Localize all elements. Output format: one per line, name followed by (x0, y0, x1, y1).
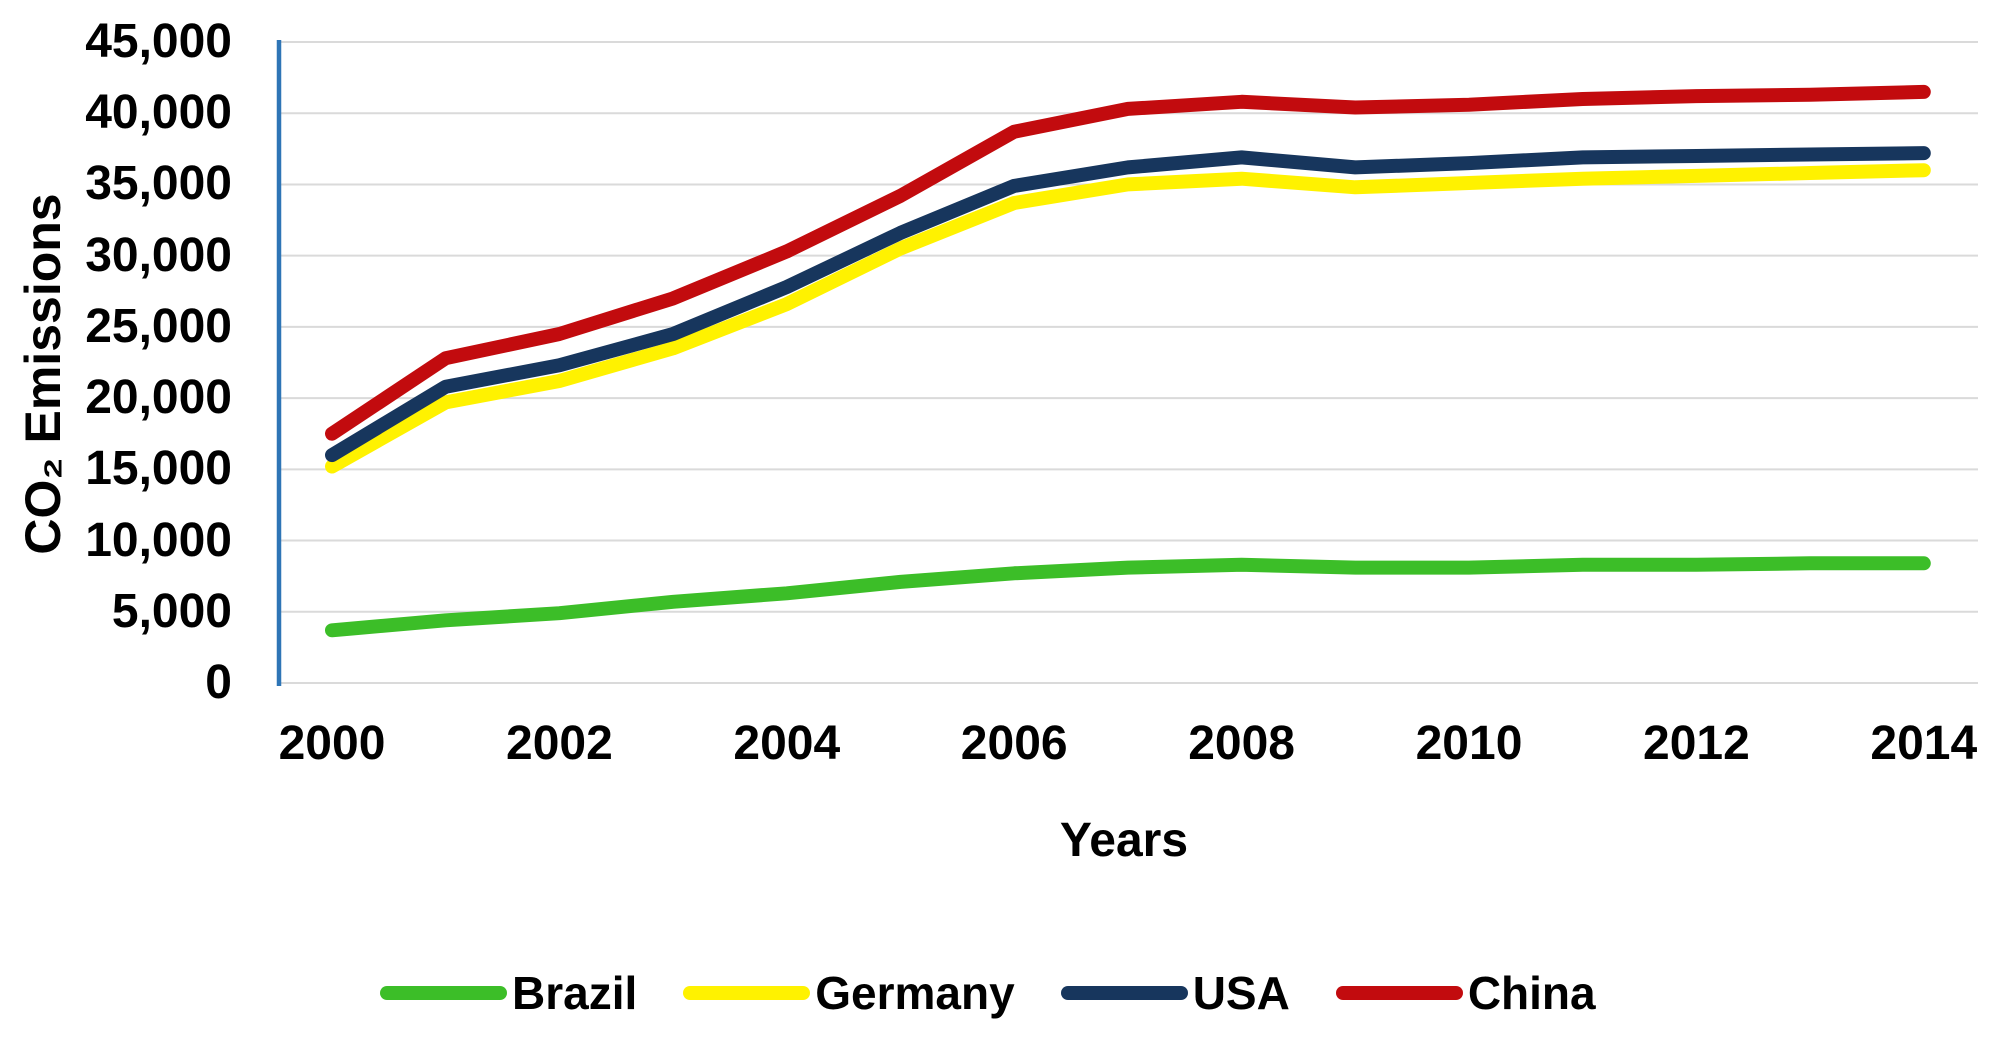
x-axis-title: Years (1059, 814, 1189, 867)
x-tick-label: 2012 (1643, 717, 1750, 770)
y-tick-label: 45,000 (85, 15, 232, 68)
series-line-germany (325, 163, 1931, 474)
legend: Brazil Germany USA China (380, 964, 1596, 1022)
legend-item-germany: Germany (683, 964, 1015, 1022)
y-tick-label: 0 (205, 656, 232, 709)
legend-swatch-usa (1060, 986, 1188, 1000)
y-tick-label: 20,000 (85, 371, 232, 425)
legend-swatch-china (1335, 986, 1463, 1000)
legend-item-china: China (1335, 964, 1596, 1022)
x-tick-label: 2006 (960, 717, 1068, 770)
x-tick-label: 2008 (1188, 717, 1295, 770)
legend-item-usa: USA (1060, 964, 1290, 1022)
series-line-brazil (325, 556, 1931, 638)
series-line-usa (325, 146, 1931, 463)
y-tick-label: 10,000 (85, 513, 232, 567)
legend-swatch-germany (683, 986, 811, 1000)
y-tick-label: 35,000 (85, 157, 232, 211)
y-tick-label: 30,000 (85, 228, 232, 282)
y-tick-label: 5,000 (111, 584, 232, 638)
x-tick-label: 2004 (733, 717, 841, 770)
x-tick-label: 2002 (506, 717, 613, 770)
x-tick-label: 2000 (278, 717, 386, 770)
legend-label: Germany (815, 967, 1015, 1019)
x-tick-label: 2014 (1870, 717, 1978, 770)
legend-item-brazil: Brazil (380, 964, 637, 1022)
legend-label: Brazil (512, 967, 638, 1019)
y-tick-label: 25,000 (85, 299, 232, 353)
x-tick-label: 2010 (1415, 717, 1523, 770)
legend-label: China (1467, 967, 1596, 1019)
series-line-china (325, 84, 1931, 441)
y-tick-label: 15,000 (85, 442, 232, 496)
legend-label: USA (1192, 967, 1290, 1019)
y-tick-label: 40,000 (85, 86, 232, 140)
legend-swatch-brazil (380, 986, 507, 1000)
